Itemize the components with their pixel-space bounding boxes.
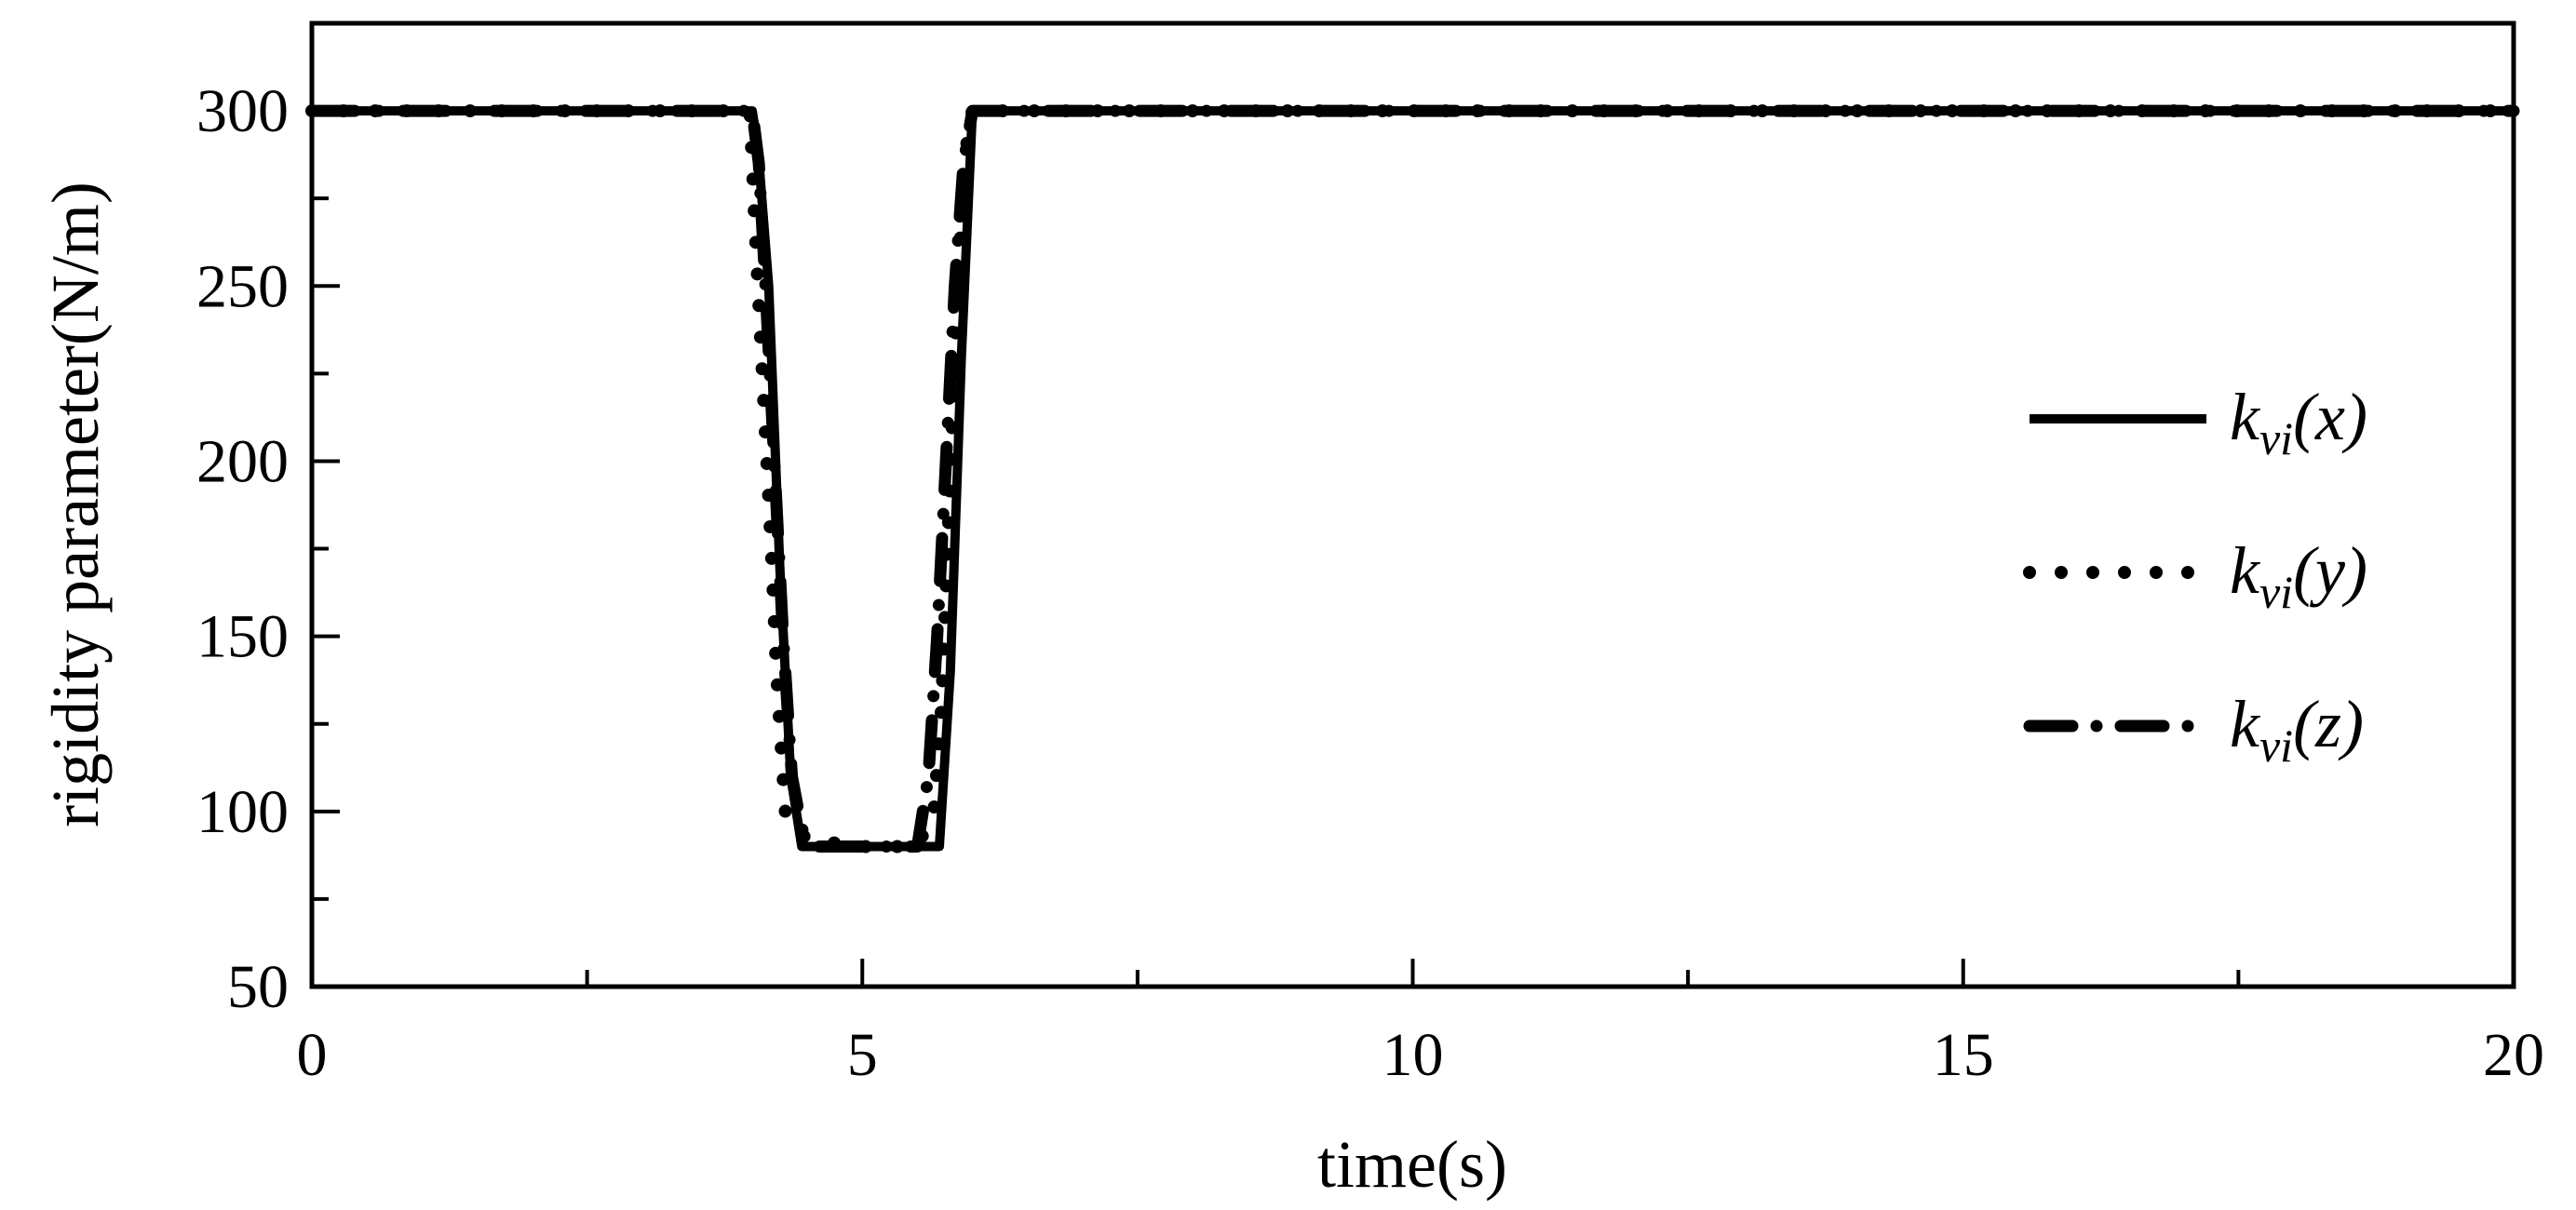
x-tick-label: 15 <box>1933 1021 1994 1089</box>
y-tick-label: 50 <box>227 953 289 1021</box>
legend-label-3: kvi(z) <box>2230 687 2364 772</box>
legend: kvi(x) kvi(y) kvi(z) <box>2023 380 2367 772</box>
legend-label-2: kvi(y) <box>2230 533 2367 618</box>
tick-layer <box>310 21 2515 988</box>
x-tick-label: 20 <box>2483 1021 2544 1089</box>
series-line-1 <box>312 106 2514 852</box>
x-axis-title: time(s) <box>1317 1127 1507 1202</box>
y-tick-label: 300 <box>196 77 289 145</box>
label-layer: 0 5 10 15 20 50 100 150 200 250 300 <box>196 77 2544 1089</box>
y-tick-label: 200 <box>196 427 289 495</box>
y-tick-label: 100 <box>196 778 289 846</box>
series-line-3 <box>305 104 2520 853</box>
y-axis-title: rigidity parameter(N/m) <box>38 182 113 827</box>
series-line-2 <box>305 104 2520 854</box>
series-layer <box>305 104 2520 854</box>
x-tick-label: 10 <box>1382 1021 1444 1089</box>
y-tick-label: 150 <box>196 603 289 671</box>
plot-frame <box>309 20 2516 989</box>
x-tick-label: 0 <box>297 1021 328 1089</box>
x-tick-label: 5 <box>847 1021 878 1089</box>
legend-label-1: kvi(x) <box>2230 380 2367 464</box>
y-tick-label: 250 <box>196 252 289 320</box>
